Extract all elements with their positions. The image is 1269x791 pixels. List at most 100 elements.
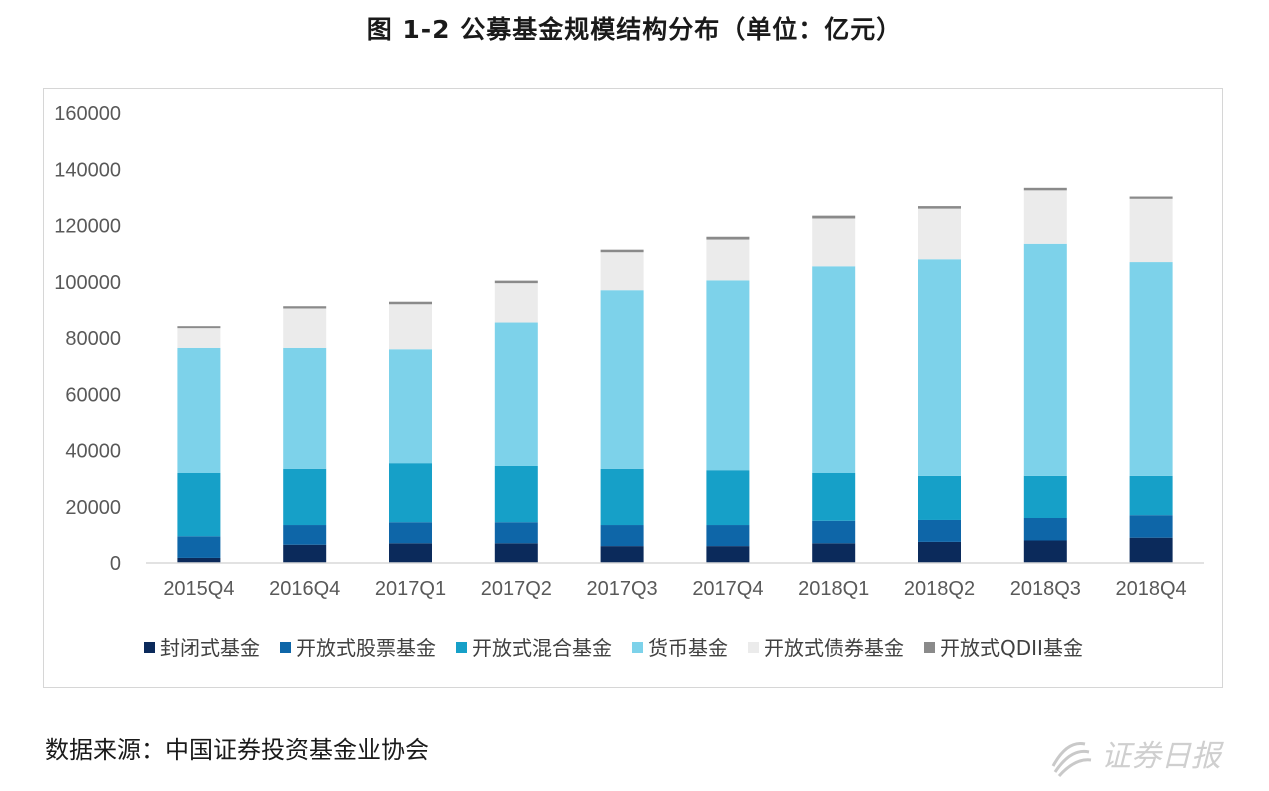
bar-segment-3 [812, 473, 856, 521]
bar-segment-5 [812, 218, 856, 267]
legend-label: 封闭式基金 [160, 636, 260, 660]
y-tick-label: 80000 [65, 328, 121, 350]
legend-swatch [144, 642, 155, 653]
bar-segment-6 [494, 280, 538, 284]
y-axis-labels: 0 20000 40000 60000 80000 100000 120000 140000 1… [54, 103, 121, 575]
bar-segment-5 [600, 252, 644, 291]
bar-stack-2016Q4 [283, 306, 327, 563]
x-axis-labels: 2015Q4 2016Q4 2017Q1 2017Q2 2017Q3 2017Q4 2018… [163, 578, 1186, 600]
bar-segment-5 [389, 304, 432, 350]
bar-segment-1 [1023, 540, 1067, 563]
bar-segment-1 [706, 546, 750, 563]
y-tick-label: 60000 [65, 384, 121, 406]
legend-swatch [632, 642, 643, 653]
y-tick-label: 140000 [54, 159, 121, 181]
bar-segment-3 [918, 475, 961, 520]
bar-segment-6 [918, 206, 961, 209]
legend-item-2: 开放式股票基金 [280, 636, 436, 660]
bar-segment-1 [812, 543, 856, 563]
bar-stack-2017Q1 [389, 301, 432, 563]
bar-segment-4 [389, 349, 432, 464]
bar-segment-1 [1129, 537, 1173, 563]
legend-label: 开放式QDII基金 [940, 636, 1083, 660]
bar-segment-5 [918, 208, 961, 260]
bar-segment-5 [177, 328, 221, 348]
legend-item-4: 货币基金 [632, 636, 728, 660]
chart-title: 图 1-2 公募基金规模结构分布（单位：亿元） [366, 15, 903, 44]
bar-segment-2 [494, 522, 538, 544]
bar-segment-3 [706, 470, 750, 526]
x-tick-label: 2018Q1 [798, 578, 869, 600]
x-tick-label: 2017Q4 [692, 578, 763, 600]
bar-segment-6 [812, 215, 856, 219]
bar-segment-6 [600, 249, 644, 253]
bar-segment-5 [283, 308, 327, 348]
bar-segment-2 [706, 525, 750, 547]
legend-label: 开放式债券基金 [764, 636, 904, 660]
x-tick-label: 2018Q4 [1116, 578, 1187, 600]
bar-segment-4 [600, 290, 644, 469]
legend-item-6: 开放式QDII基金 [924, 636, 1083, 660]
bar-segment-6 [706, 236, 750, 240]
x-tick-label: 2016Q4 [269, 578, 340, 600]
legend-swatch [280, 642, 291, 653]
chart-frame: 0 20000 40000 60000 80000 100000 120000 140000 1… [43, 88, 1223, 688]
legend-label: 货币基金 [648, 636, 728, 660]
bar-segment-1 [600, 546, 644, 563]
stacked-bar-chart: 0 20000 40000 60000 80000 100000 120000 140000 1… [54, 103, 1204, 660]
bar-segment-3 [283, 468, 327, 526]
bar-segment-2 [283, 525, 327, 545]
bars [177, 187, 1173, 563]
bar-segment-3 [494, 465, 538, 523]
bar-segment-2 [600, 525, 644, 547]
watermark-text: 证券日报 [1101, 739, 1224, 774]
bar-segment-4 [918, 259, 961, 476]
bar-segment-3 [1023, 475, 1067, 518]
bar-segment-6 [1129, 196, 1173, 199]
bar-stack-2017Q2 [494, 280, 538, 563]
bar-segment-5 [494, 283, 538, 323]
bar-segment-4 [1023, 243, 1067, 476]
bar-segment-6 [1023, 187, 1067, 191]
bar-segment-4 [706, 280, 750, 471]
bar-segment-6 [177, 326, 221, 329]
data-source: 数据来源：中国证券投资基金业协会 [45, 736, 429, 764]
bar-segment-2 [918, 519, 961, 542]
watermark-swirl-icon [1051, 741, 1092, 778]
bar-segment-1 [177, 557, 221, 563]
bar-segment-6 [283, 306, 327, 309]
x-tick-label: 2017Q1 [375, 578, 446, 600]
watermark-logo: 证券日报 [1051, 739, 1224, 778]
legend-swatch [924, 642, 935, 653]
legend-swatch [456, 642, 467, 653]
legend-item-1: 封闭式基金 [144, 636, 260, 660]
bar-segment-6 [389, 301, 432, 305]
bar-segment-3 [177, 473, 221, 537]
bar-segment-2 [389, 522, 432, 544]
bar-stack-2015Q4 [177, 326, 221, 563]
bar-segment-1 [283, 544, 327, 563]
bar-segment-3 [600, 468, 644, 526]
bar-segment-4 [283, 347, 327, 469]
x-tick-label: 2015Q4 [163, 578, 234, 600]
bar-segment-4 [177, 347, 221, 473]
legend-label: 开放式混合基金 [472, 636, 612, 660]
bar-stack-2017Q4 [706, 236, 750, 563]
legend-swatch [748, 642, 759, 653]
x-tick-label: 2018Q2 [904, 578, 975, 600]
y-tick-label: 0 [110, 553, 121, 575]
legend-label: 开放式股票基金 [296, 636, 436, 660]
legend-item-3: 开放式混合基金 [456, 636, 612, 660]
bar-segment-1 [494, 543, 538, 563]
bar-segment-3 [1129, 475, 1173, 516]
legend: 封闭式基金 开放式股票基金 开放式混合基金 货币基金 开放式债券基金 开放式QDII基金 [144, 636, 1083, 660]
bar-segment-2 [1129, 515, 1173, 538]
bar-segment-2 [177, 536, 221, 558]
bar-segment-1 [389, 543, 432, 563]
bar-stack-2018Q4 [1129, 196, 1173, 563]
legend-item-5: 开放式债券基金 [748, 636, 904, 660]
bar-segment-3 [389, 463, 432, 523]
y-tick-label: 100000 [54, 272, 121, 294]
bar-segment-5 [1023, 190, 1067, 244]
y-tick-label: 20000 [65, 497, 121, 519]
